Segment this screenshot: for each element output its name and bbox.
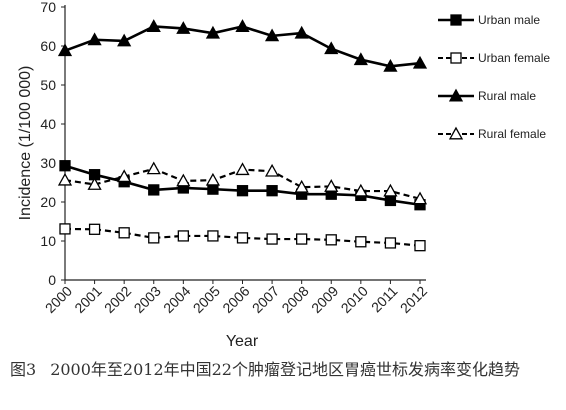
legend-marker-urban-female xyxy=(450,52,462,64)
data-point-urban-female-2003 xyxy=(148,232,160,244)
y-tick-label-50: 50 xyxy=(40,77,56,93)
legend-item-urban-female: Urban female xyxy=(438,51,550,65)
data-point-urban-female-2011 xyxy=(384,237,397,249)
data-point-rural-male-2008 xyxy=(294,25,309,39)
x-tick-label-2001: 2001 xyxy=(71,283,104,316)
data-point-rural-female-2005 xyxy=(205,172,221,186)
data-point-rural-female-2012 xyxy=(412,191,428,205)
data-point-rural-male-2001 xyxy=(87,32,102,46)
data-point-urban-female-2002 xyxy=(118,227,130,239)
data-point-urban-female-2010 xyxy=(355,236,367,248)
legend-marker-urban-male xyxy=(450,14,462,26)
data-point-rural-male-2005 xyxy=(205,25,221,39)
data-point-rural-female-2004 xyxy=(176,173,191,187)
x-axis-title: Year xyxy=(226,333,259,350)
legend-item-rural-female: Rural female xyxy=(438,126,546,141)
legend-label-rural-female: Rural female xyxy=(478,127,546,141)
x-tick-label-2004: 2004 xyxy=(160,283,193,316)
legend-label-urban-female: Urban female xyxy=(478,51,550,65)
data-point-rural-male-2010 xyxy=(353,52,368,66)
data-point-urban-male-2006 xyxy=(236,185,249,197)
x-tick-label-2008: 2008 xyxy=(278,283,311,316)
legend-marker-rural-female xyxy=(448,126,464,140)
data-point-urban-male-2000 xyxy=(59,160,71,172)
data-point-rural-male-2009 xyxy=(324,41,339,55)
data-point-urban-male-2007 xyxy=(266,185,278,197)
data-point-urban-female-2009 xyxy=(325,234,337,246)
data-point-rural-female-2001 xyxy=(87,177,102,190)
data-point-urban-female-2004 xyxy=(177,230,189,242)
incidence-line-chart: 0 10 20 30 40 50 60 70 200020012002200320042005… xyxy=(17,0,550,350)
x-tick-label-2005: 2005 xyxy=(190,283,223,316)
x-tick-label-2012: 2012 xyxy=(397,283,430,316)
data-point-urban-male-2003 xyxy=(148,184,160,196)
data-point-rural-female-2000 xyxy=(57,172,73,186)
chart-legend: Urban male Urban female Rural male Rural fe… xyxy=(438,13,550,141)
legend-label-urban-male: Urban male xyxy=(478,13,540,27)
data-point-rural-female-2006 xyxy=(235,162,250,176)
data-point-rural-male-2012 xyxy=(412,55,428,69)
x-tick-label-2011: 2011 xyxy=(368,283,401,316)
x-tick-label-2003: 2003 xyxy=(131,283,164,316)
legend-item-rural-male: Rural male xyxy=(438,88,536,103)
data-point-rural-female-2007 xyxy=(264,163,280,177)
y-tick-label-10: 10 xyxy=(40,233,56,249)
y-tick-label-60: 60 xyxy=(40,38,56,54)
figure-caption: 图3 2000年至2012年中国22个肿瘤登记地区胃癌世标发病率变化趋势 xyxy=(10,357,558,383)
x-tick-label-2007: 2007 xyxy=(249,283,282,316)
y-tick-label-40: 40 xyxy=(40,116,56,132)
data-point-urban-female-2001 xyxy=(88,223,101,235)
series-urban-female xyxy=(59,223,426,252)
x-tick-label-2010: 2010 xyxy=(338,283,371,316)
x-tick-label-2009: 2009 xyxy=(308,283,341,316)
data-point-urban-female-2005 xyxy=(207,230,219,242)
legend-label-rural-male: Rural male xyxy=(478,89,536,103)
y-tick-label-70: 70 xyxy=(40,0,56,15)
data-point-urban-female-2000 xyxy=(59,223,71,235)
y-tick-label-0: 0 xyxy=(48,272,56,288)
series-rural-male xyxy=(57,19,428,72)
chart-series xyxy=(57,19,428,252)
data-point-rural-female-2010 xyxy=(353,183,368,197)
data-point-rural-male-2002 xyxy=(117,33,132,47)
data-point-urban-female-2007 xyxy=(266,233,278,245)
data-point-urban-male-2005 xyxy=(207,183,219,195)
data-point-urban-female-2008 xyxy=(296,233,308,245)
data-point-urban-female-2006 xyxy=(236,232,249,244)
data-point-urban-female-2012 xyxy=(414,240,426,252)
data-point-rural-female-2009 xyxy=(324,179,339,192)
y-tick-label-20: 20 xyxy=(40,194,56,210)
y-axis-ticks: 0 10 20 30 40 50 60 70 xyxy=(40,0,65,288)
data-point-rural-male-2006 xyxy=(235,19,250,32)
data-point-urban-male-2011 xyxy=(384,194,397,207)
data-point-rural-female-2003 xyxy=(146,161,161,175)
data-point-rural-male-2003 xyxy=(146,19,161,32)
figure-number: 图3 xyxy=(10,360,37,379)
data-point-rural-female-2011 xyxy=(383,183,398,197)
x-tick-label-2002: 2002 xyxy=(101,283,134,316)
data-point-rural-male-2004 xyxy=(176,21,191,34)
data-point-rural-female-2002 xyxy=(117,169,132,183)
x-axis-ticks: 2000200120022003200420052006200720082009… xyxy=(42,280,430,316)
x-tick-label-2000: 2000 xyxy=(42,283,75,316)
data-point-rural-female-2008 xyxy=(294,179,309,193)
legend-marker-rural-male xyxy=(448,88,464,102)
data-point-rural-male-2007 xyxy=(264,28,280,42)
x-tick-label-2006: 2006 xyxy=(219,283,252,316)
series-line-rural-male xyxy=(64,25,421,68)
y-tick-label-30: 30 xyxy=(40,155,56,171)
series-rural-female xyxy=(57,161,428,205)
legend-item-urban-male: Urban male xyxy=(438,13,540,27)
y-axis-title: Incidence (1/100 000) xyxy=(17,66,34,221)
figure-caption-text: 2000年至2012年中国22个肿瘤登记地区胃癌世标发病率变化趋势 xyxy=(50,360,520,379)
data-point-rural-male-2011 xyxy=(383,58,398,72)
data-point-rural-male-2000 xyxy=(57,43,73,57)
